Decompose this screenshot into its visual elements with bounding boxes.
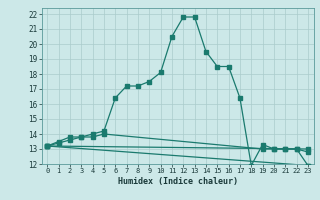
X-axis label: Humidex (Indice chaleur): Humidex (Indice chaleur) (118, 177, 237, 186)
